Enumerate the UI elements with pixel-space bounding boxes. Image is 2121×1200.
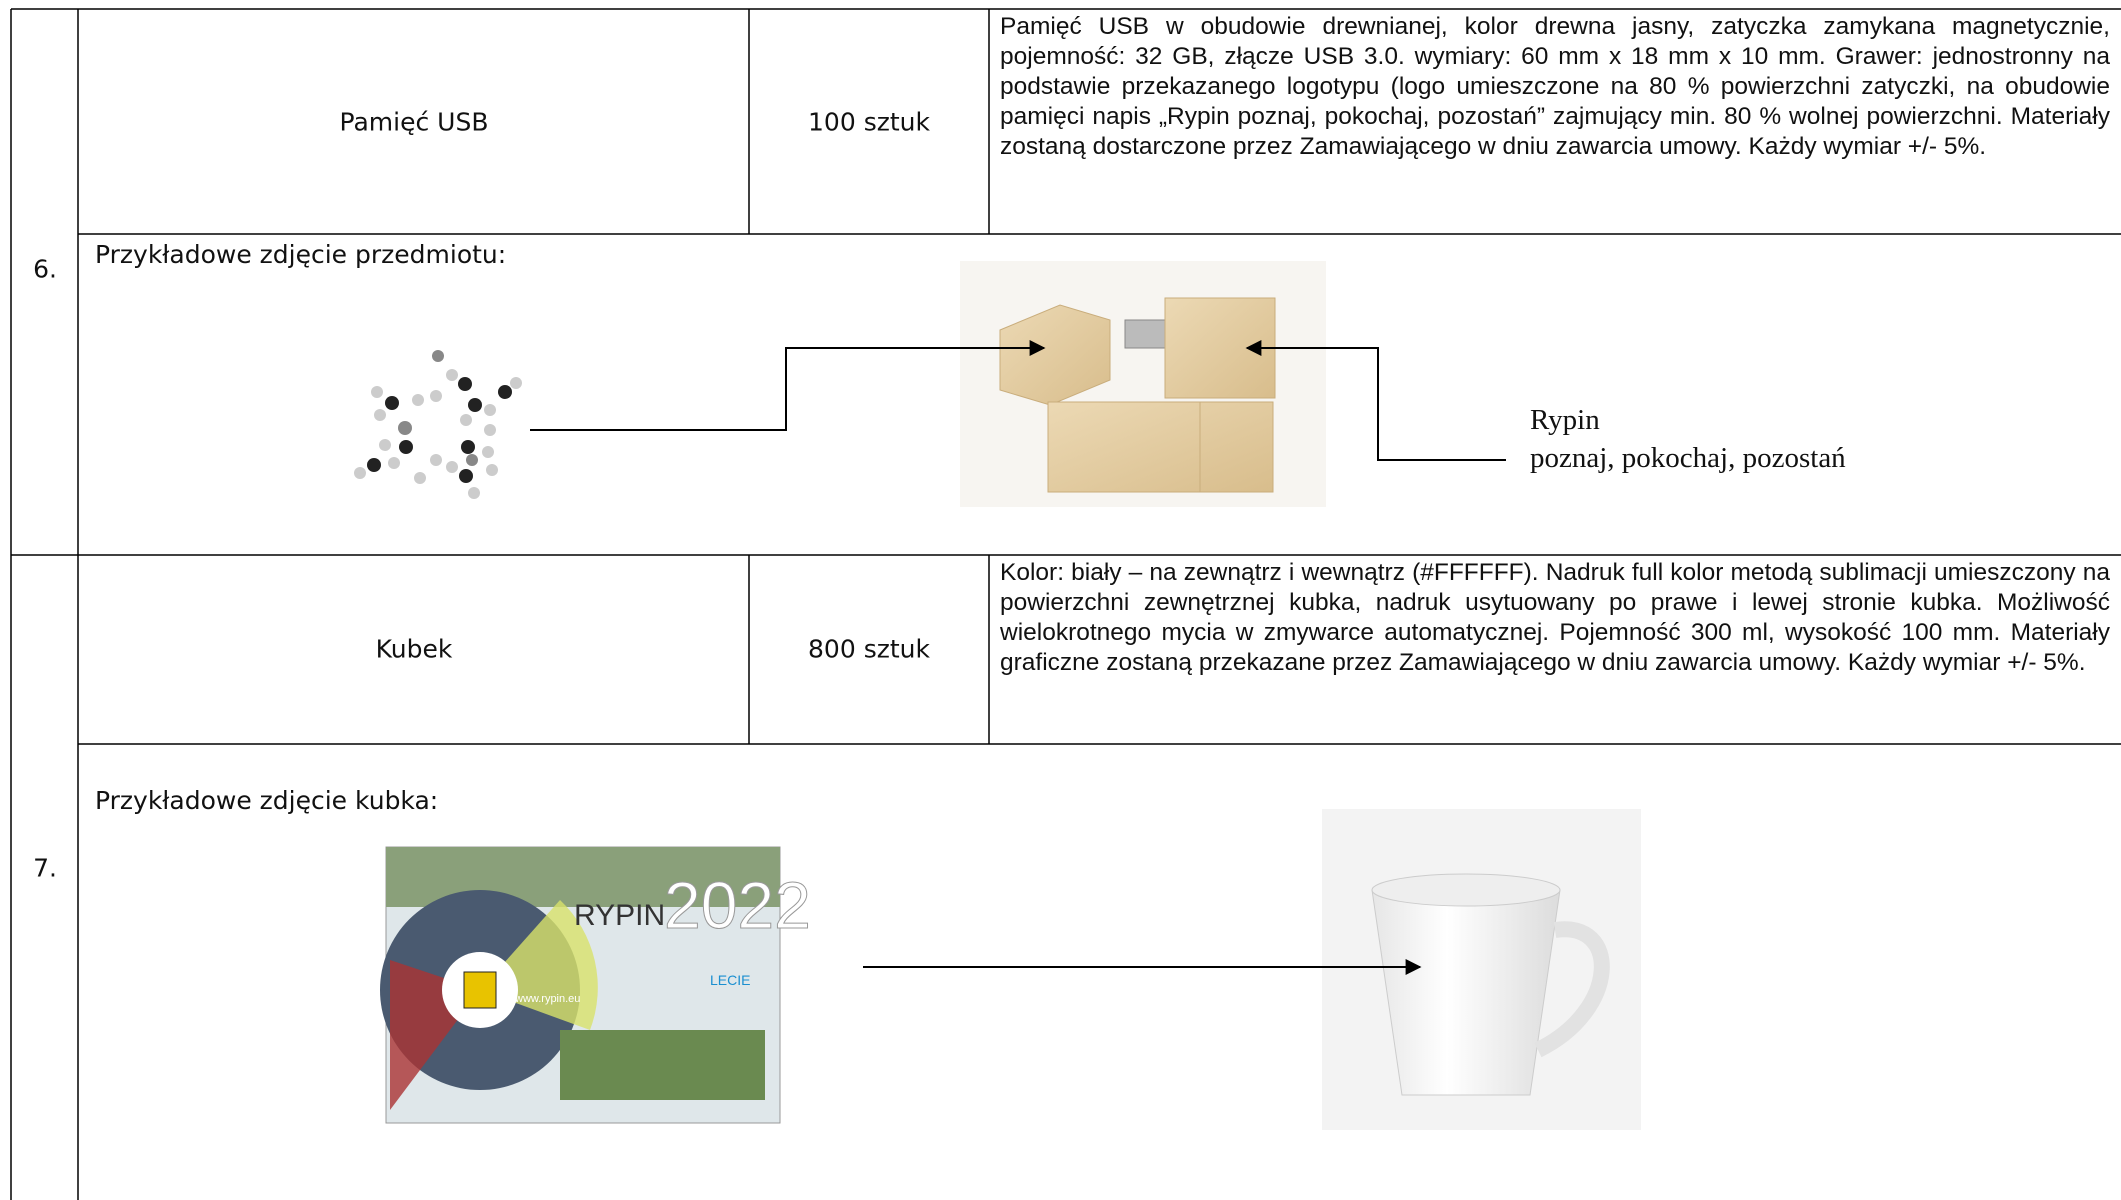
row-number: 6.: [33, 254, 57, 284]
item-name: Pamięć USB: [339, 107, 489, 137]
arrow: [1245, 340, 1506, 461]
poster-text: 2022: [664, 868, 811, 942]
table-borders: [10, 8, 2121, 1200]
item-quantity: 800 sztuk: [808, 634, 930, 664]
photo-label: Przykładowe zdjęcie przedmiotu:: [95, 240, 507, 269]
arrow: [530, 340, 1046, 431]
poster-image: [380, 846, 781, 1124]
row-number: 7.: [33, 853, 57, 883]
item-name: Kubek: [375, 634, 453, 664]
usb-photo: [960, 261, 1326, 507]
engraving-text: poznaj, pokochaj, pozostań: [1530, 442, 1846, 474]
engraving-text: Rypin: [1530, 404, 1600, 436]
item-description: Kolor: biały – na zewnątrz i wewnątrz (#…: [1000, 559, 2110, 676]
poster-text: RYPIN: [574, 899, 665, 932]
item-description: Pamięć USB w obudowie drewnianej, kolor …: [1000, 13, 2110, 160]
mug-photo: [1322, 809, 1641, 1130]
item-quantity: 100 sztuk: [808, 107, 930, 137]
logo-dots: [354, 350, 522, 499]
poster-text: www.rypin.eu: [514, 993, 580, 1005]
poster-text: LECIE: [710, 972, 750, 988]
photo-label: Przykładowe zdjęcie kubka:: [95, 786, 439, 815]
